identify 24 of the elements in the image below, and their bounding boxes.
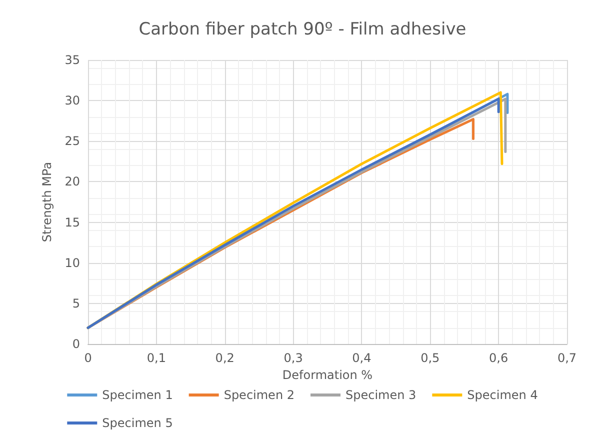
x-tick-label: 0,6 [489,351,508,365]
y-tick-label: 10 [64,256,80,270]
x-tick-label: 0,5 [420,351,440,365]
y-tick-label: 15 [64,215,80,230]
y-axis-title: Strength MPa [40,162,54,242]
y-tick-label: 0 [72,337,80,351]
legend-label: Specimen 4 [467,388,538,402]
x-tick-label: 0,3 [284,351,303,365]
x-axis-title: Deformation % [282,368,373,382]
legend-label: Specimen 2 [224,388,295,402]
x-tick-label: 0,4 [352,351,372,365]
legend-label: Specimen 5 [102,416,173,430]
x-tick-label: 0 [84,351,92,365]
y-tick-label: 25 [64,134,80,148]
legend-label: Specimen 1 [102,388,173,402]
x-tick-label: 0,2 [215,351,234,365]
x-tick-label: 0,1 [146,351,166,365]
x-tick-label: 0,7 [557,351,577,365]
chart-title: Carbon fiber patch 90º - Film adhesive [138,20,466,40]
y-tick-label: 35 [64,53,80,67]
y-tick-label: 5 [72,296,80,310]
y-tick-label: 20 [64,174,80,189]
legend-label: Specimen 3 [346,388,416,402]
y-tick-label: 30 [64,94,80,108]
